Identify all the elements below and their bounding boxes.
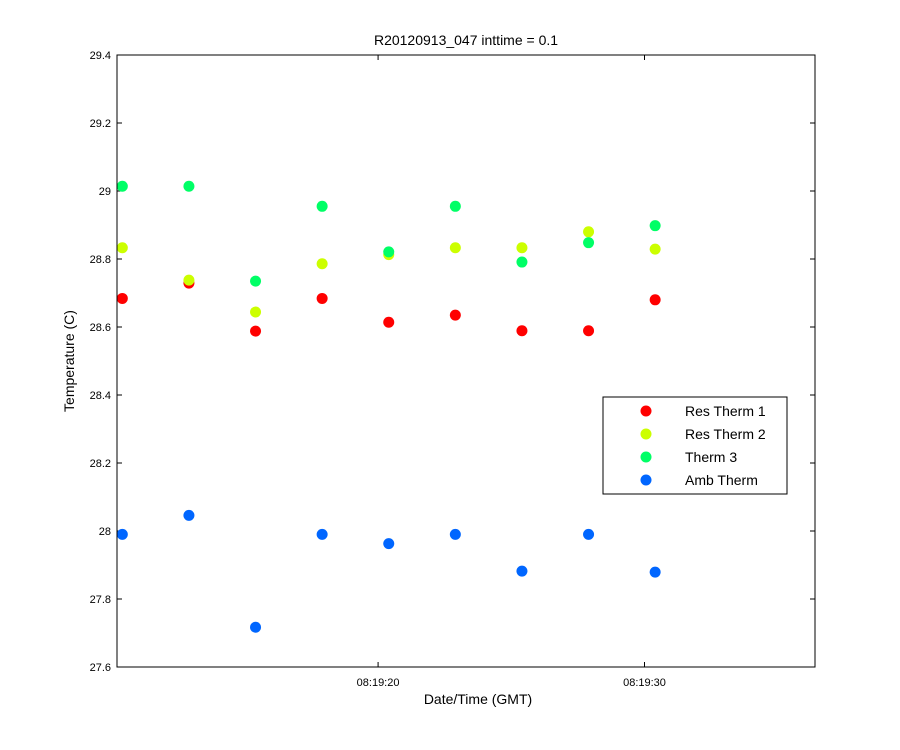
data-point xyxy=(250,325,262,337)
series-therm-3 xyxy=(116,180,661,287)
y-tick-label: 28.4 xyxy=(90,390,111,402)
data-point xyxy=(516,565,528,577)
data-point xyxy=(516,256,528,268)
data-point xyxy=(649,243,661,255)
y-tick-label: 29.4 xyxy=(90,50,111,62)
y-tick-label: 29.2 xyxy=(90,118,111,130)
data-point xyxy=(316,292,328,304)
data-point xyxy=(449,528,461,540)
y-tick-label: 28.6 xyxy=(90,322,111,334)
data-point xyxy=(383,246,395,258)
x-tick-label: 08:19:30 xyxy=(623,677,666,689)
data-point xyxy=(449,242,461,254)
data-point xyxy=(583,237,595,249)
legend: Res Therm 1 Res Therm 2 Therm 3 Amb Therm xyxy=(602,396,788,495)
data-point xyxy=(250,306,262,318)
data-point xyxy=(383,316,395,328)
data-point xyxy=(183,509,195,521)
legend-box xyxy=(602,396,788,495)
data-point xyxy=(583,226,595,238)
y-axis-label: Temperature (C) xyxy=(61,310,77,412)
data-point xyxy=(316,200,328,212)
legend-marker xyxy=(640,451,652,463)
data-point xyxy=(250,275,262,287)
data-point xyxy=(116,528,128,540)
plot-area xyxy=(117,55,815,667)
data-point xyxy=(516,325,528,337)
data-point xyxy=(516,242,528,254)
data-point xyxy=(649,294,661,306)
legend-marker xyxy=(640,405,652,417)
chart-title: R20120913_047 inttime = 0.1 xyxy=(374,32,558,48)
plot-frame xyxy=(116,54,816,668)
y-tick-label: 27.8 xyxy=(90,594,111,606)
y-tick-label: 27.6 xyxy=(90,662,111,674)
legend-label: Amb Therm xyxy=(685,472,758,488)
data-point xyxy=(449,309,461,321)
y-tick-label: 28 xyxy=(99,526,111,538)
points-layer xyxy=(116,180,661,633)
data-point xyxy=(116,180,128,192)
series-res-therm-2 xyxy=(116,226,661,318)
legend-label: Res Therm 2 xyxy=(685,426,766,442)
y-tick-label: 29 xyxy=(99,186,111,198)
data-point xyxy=(583,325,595,337)
data-point xyxy=(183,274,195,286)
data-point xyxy=(316,528,328,540)
legend-marker xyxy=(640,474,652,486)
legend-label: Therm 3 xyxy=(685,449,737,465)
data-point xyxy=(583,528,595,540)
data-point xyxy=(649,566,661,578)
data-point xyxy=(116,292,128,304)
data-point xyxy=(316,258,328,270)
data-point xyxy=(116,242,128,254)
data-point xyxy=(449,200,461,212)
data-point xyxy=(183,180,195,192)
series-amb-therm xyxy=(116,509,661,633)
legend-marker xyxy=(640,428,652,440)
x-tick-label: 08:19:20 xyxy=(357,677,400,689)
data-point xyxy=(649,220,661,232)
data-point xyxy=(250,621,262,633)
legend-label: Res Therm 1 xyxy=(685,403,766,419)
y-tick-label: 28.8 xyxy=(90,254,111,266)
data-point xyxy=(383,538,395,550)
ticks-layer: 27.6 27.8 28 28.2 28.4 28.6 28.8 29 29.2 29.4 08:1… xyxy=(90,50,815,689)
y-tick-label: 28.2 xyxy=(90,458,111,470)
x-axis-label: Date/Time (GMT) xyxy=(424,691,532,707)
